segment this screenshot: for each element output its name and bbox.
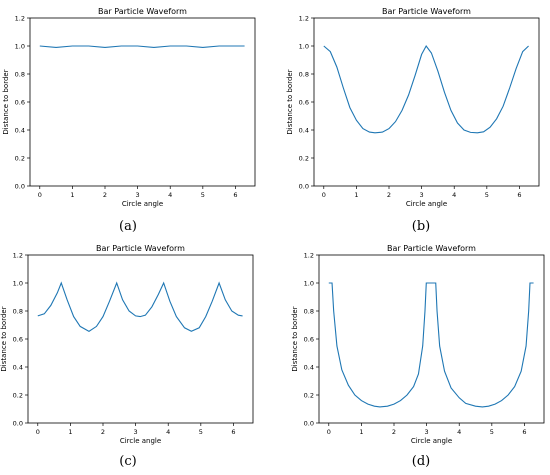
y-tick-label: 0.6 — [13, 335, 23, 343]
y-tick-label: 1.2 — [13, 251, 23, 259]
y-tick-label: 1.0 — [13, 279, 23, 287]
x-tick-label: 0 — [38, 191, 42, 199]
y-tick-label: 0.6 — [299, 98, 309, 106]
panel-label: (d) — [412, 454, 430, 469]
series-line — [39, 45, 245, 48]
x-tick-label: 6 — [233, 191, 237, 199]
plot-frame — [27, 254, 254, 424]
x-tick-label: 1 — [354, 191, 358, 199]
x-axis-label: Circle angle — [120, 437, 161, 445]
x-axis-label: Circle angle — [406, 200, 447, 208]
y-tick-label: 0.0 — [304, 419, 314, 427]
panel-c: Bar Particle Waveform 0 1 2 3 4 5 6 0.0 0.2 0.4 0.6… — [0, 244, 254, 469]
x-tick-label: 0 — [327, 428, 331, 436]
series-line — [328, 282, 534, 408]
y-tick-label: 0.8 — [15, 70, 25, 78]
x-tick-label: 2 — [103, 191, 107, 199]
y-tick-label: 0.8 — [13, 307, 23, 315]
chart-title: Bar Particle Waveform — [382, 7, 471, 16]
x-tick-label: 3 — [420, 191, 424, 199]
plot-frame — [318, 254, 545, 424]
y-tick-label: 1.2 — [15, 14, 25, 22]
y-tick-label: 0.8 — [299, 70, 309, 78]
panel-label: (b) — [412, 219, 430, 234]
x-tick-label: 4 — [166, 428, 170, 436]
x-tick-label: 2 — [392, 428, 396, 436]
x-tick-label: 2 — [387, 191, 391, 199]
y-tick-label: 0.6 — [15, 98, 25, 106]
y-tick-label: 0.6 — [304, 335, 314, 343]
x-tick-label: 5 — [490, 428, 494, 436]
x-tick-label: 1 — [70, 191, 74, 199]
y-tick-label: 1.0 — [15, 42, 25, 50]
y-axis-label: Distance to border — [2, 69, 10, 134]
x-tick-label: 3 — [425, 428, 429, 436]
y-tick-label: 0.8 — [304, 307, 314, 315]
y-axis-label: Distance to border — [291, 306, 299, 371]
y-tick-label: 0.0 — [13, 419, 23, 427]
x-axis-label: Circle angle — [122, 200, 163, 208]
panel-label: (a) — [119, 219, 137, 234]
x-tick-label: 3 — [134, 428, 138, 436]
y-tick-label: 1.2 — [304, 251, 314, 259]
series-line — [37, 281, 243, 332]
x-tick-label: 6 — [517, 191, 521, 199]
chart-title: Bar Particle Waveform — [96, 244, 185, 253]
y-tick-label: 0.2 — [299, 154, 309, 162]
x-tick-label: 2 — [101, 428, 105, 436]
plot-frame — [29, 17, 256, 187]
panel-label: (c) — [119, 454, 136, 469]
y-tick-label: 0.2 — [13, 391, 23, 399]
x-tick-label: 3 — [136, 191, 140, 199]
x-tick-label: 1 — [359, 428, 363, 436]
x-tick-label: 0 — [322, 191, 326, 199]
x-axis-label: Circle angle — [411, 437, 452, 445]
y-tick-label: 1.2 — [299, 14, 309, 22]
y-axis-label: Distance to border — [0, 306, 8, 371]
x-tick-label: 4 — [457, 428, 461, 436]
panel-d: Bar Particle Waveform 0 1 2 3 4 5 6 0.0 0.2 0.4 0.6… — [291, 244, 545, 469]
x-tick-label: 6 — [522, 428, 526, 436]
chart-title: Bar Particle Waveform — [387, 244, 476, 253]
x-tick-label: 0 — [36, 428, 40, 436]
y-tick-label: 0.4 — [15, 126, 25, 134]
x-tick-label: 6 — [231, 428, 235, 436]
panel-a: Bar Particle Waveform 0 1 2 3 4 5 6 0.0 0.2 0.4 0.6… — [2, 7, 256, 234]
y-tick-label: 0.4 — [13, 363, 23, 371]
x-tick-label: 4 — [168, 191, 172, 199]
y-axis-label: Distance to border — [286, 69, 294, 134]
y-tick-label: 1.0 — [304, 279, 314, 287]
x-tick-label: 5 — [201, 191, 205, 199]
y-tick-label: 0.0 — [299, 182, 309, 190]
chart-title: Bar Particle Waveform — [98, 7, 187, 16]
y-tick-label: 0.0 — [15, 182, 25, 190]
y-tick-label: 0.4 — [299, 126, 309, 134]
x-tick-label: 5 — [199, 428, 203, 436]
x-tick-label: 5 — [485, 191, 489, 199]
panel-b: Bar Particle Waveform 0 1 2 3 4 5 6 0.0 0.2 0.4 0.6… — [286, 7, 540, 234]
series-line — [323, 44, 529, 134]
x-tick-label: 4 — [452, 191, 456, 199]
y-tick-label: 0.2 — [304, 391, 314, 399]
y-tick-label: 1.0 — [299, 42, 309, 50]
y-tick-label: 0.4 — [304, 363, 314, 371]
x-tick-label: 1 — [68, 428, 72, 436]
y-tick-label: 0.2 — [15, 154, 25, 162]
